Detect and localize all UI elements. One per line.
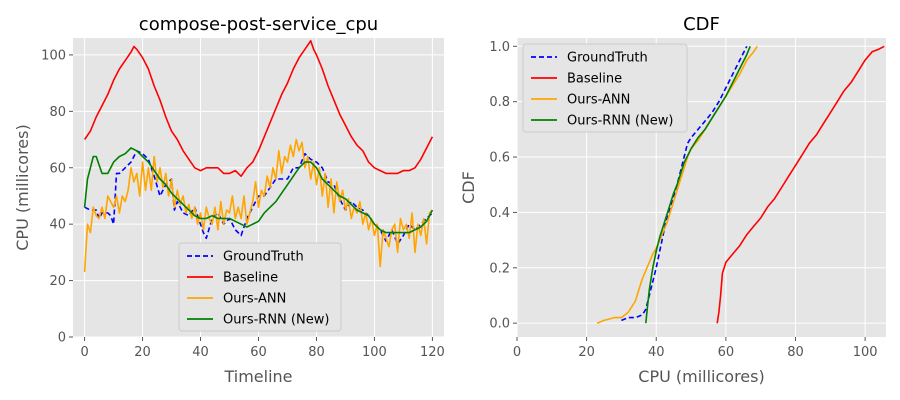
series-line-ours-rnn-new [83,147,434,234]
legend-label: Ours-ANN [223,292,286,307]
series-layer [596,45,885,324]
x-tick-label: 40 [648,345,665,360]
legend-label: Baseline [567,72,622,87]
y-tick-label: 80 [49,105,66,120]
x-axis-label: Timeline [223,367,292,386]
x-tick-label: 100 [853,345,878,360]
series-line-groundtruth [84,150,433,245]
y-tick-label: 0.0 [489,317,510,332]
y-tick-label: 20 [49,274,66,289]
x-tick-label: 0 [513,345,521,360]
x-tick-label: 100 [362,345,387,360]
series-line-baseline [83,39,434,177]
y-tick-label: 1.0 [489,40,510,55]
chart-title: compose-post-service_cpu [139,14,378,35]
legend-label: GroundTruth [223,250,304,265]
x-tick-label: 60 [250,345,267,360]
y-tick-label: 40 [49,218,66,233]
x-tick-label: 60 [718,345,735,360]
gridlines [73,38,444,338]
chart-title: CDF [683,14,720,35]
x-tick-label: 0 [80,345,88,360]
legend-frame [178,242,342,332]
legend: GroundTruth Baseline Ours-ANN Ours-RNN (New… [522,43,688,133]
y-tick-label: 60 [49,161,66,176]
x-tick-label: 40 [192,345,209,360]
x-axis-label: CPU (millicores) [638,367,764,386]
series-line-baseline [716,45,885,324]
legend-label: GroundTruth [567,51,648,66]
chart-cdf: 0 20 40 60 80 100 0.0 0.2 0.4 0.6 0.8 1.0 CDF CPU (… [459,14,886,386]
ticks: 0 20 40 60 80 100 120 0 20 40 60 80 100 [41,48,445,360]
x-tick-label: 120 [420,345,445,360]
series-line-groundtruth [621,45,748,322]
legend-frame [522,43,688,133]
y-tick-label: 0.6 [489,151,510,166]
y-tick-label: 100 [41,48,66,63]
legend-label: Baseline [223,271,278,286]
series-line-ours-rnn-new [645,45,751,324]
y-axis-label: CPU (millicores) [13,124,32,250]
chart-cpu-timeline: 0 20 40 60 80 100 120 0 20 40 60 80 100 compose-post… [13,14,445,386]
legend-label: Ours-ANN [567,93,630,108]
legend: GroundTruth Baseline Ours-ANN Ours-RNN (New… [178,242,342,332]
series-line-ours-ann [83,138,433,273]
x-tick-label: 80 [787,345,804,360]
ticks: 0 20 40 60 80 100 0.0 0.2 0.4 0.6 0.8 1.0 [489,40,877,360]
series-layer [83,39,434,273]
y-tick-label: 0.4 [489,206,510,221]
y-tick-label: 0.2 [489,261,510,276]
x-tick-label: 20 [134,345,151,360]
y-tick-label: 0 [58,331,66,346]
y-axis-label: CDF [459,171,478,204]
legend-label: Ours-RNN (New) [223,313,329,328]
x-tick-label: 20 [578,345,595,360]
y-tick-label: 0.8 [489,95,510,110]
legend-label: Ours-RNN (New) [567,114,673,129]
x-tick-label: 80 [308,345,325,360]
